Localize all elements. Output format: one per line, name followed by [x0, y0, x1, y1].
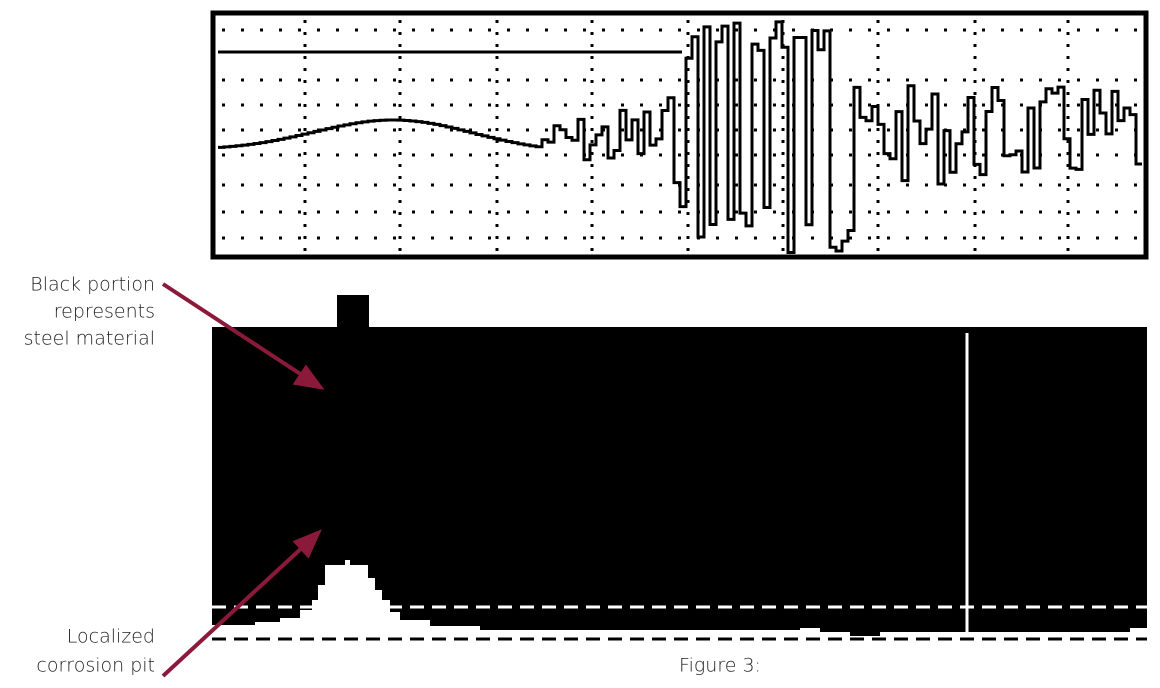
waveform-panel — [213, 13, 1146, 257]
annotation-line: Black portion — [30, 274, 155, 296]
waveform-frame — [213, 13, 1146, 257]
annotation-line: Localized — [67, 626, 155, 648]
annotation-line: steel material — [24, 328, 155, 350]
annotation-line: corrosion pit — [36, 655, 155, 677]
caption: Figure 3: — [679, 655, 761, 677]
steel-profile — [212, 295, 1147, 639]
steel-region — [212, 327, 1147, 636]
annotation-line: represents — [54, 301, 155, 323]
figure: Black portion represents steel material … — [0, 0, 1160, 688]
page: Black portion represents steel material … — [0, 0, 1160, 688]
